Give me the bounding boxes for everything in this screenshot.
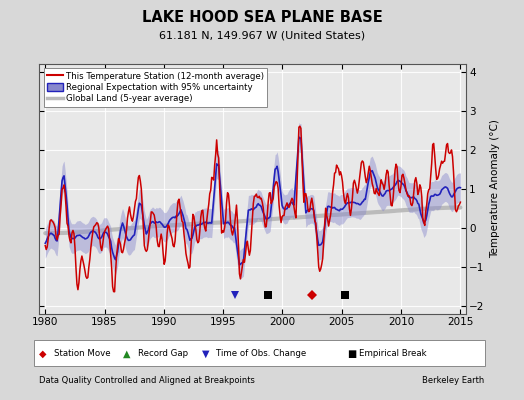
Text: LAKE HOOD SEA PLANE BASE: LAKE HOOD SEA PLANE BASE xyxy=(141,10,383,25)
Text: ◆: ◆ xyxy=(39,349,47,359)
Text: Empirical Break: Empirical Break xyxy=(359,350,427,358)
Legend: This Temperature Station (12-month average), Regional Expectation with 95% uncer: This Temperature Station (12-month avera… xyxy=(43,68,267,106)
Text: ▲: ▲ xyxy=(123,349,130,359)
Text: Time of Obs. Change: Time of Obs. Change xyxy=(216,350,307,358)
Text: ■: ■ xyxy=(347,349,356,359)
Text: Station Move: Station Move xyxy=(54,350,111,358)
Text: Record Gap: Record Gap xyxy=(138,350,188,358)
Y-axis label: Temperature Anomaly (°C): Temperature Anomaly (°C) xyxy=(490,120,500,258)
Text: 61.181 N, 149.967 W (United States): 61.181 N, 149.967 W (United States) xyxy=(159,30,365,40)
Text: ▼: ▼ xyxy=(202,349,209,359)
Text: Data Quality Controlled and Aligned at Breakpoints: Data Quality Controlled and Aligned at B… xyxy=(39,376,255,385)
Text: Berkeley Earth: Berkeley Earth xyxy=(422,376,485,385)
